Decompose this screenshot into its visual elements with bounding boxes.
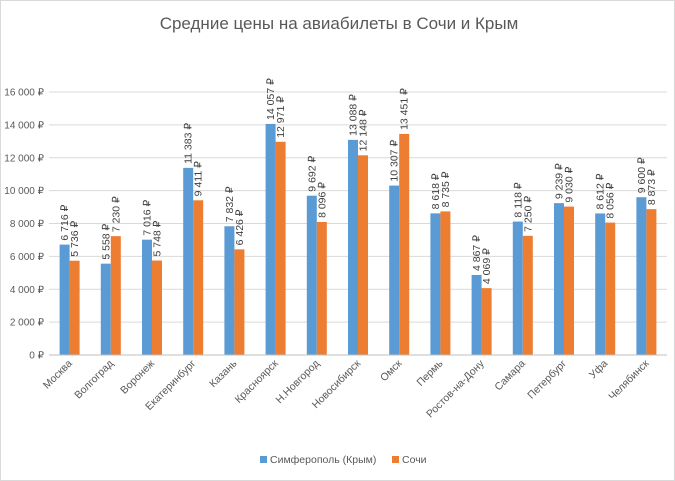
data-label: 8 096 ₽ — [316, 182, 328, 218]
bar — [110, 236, 121, 355]
data-label: 4 069 ₽ — [481, 248, 493, 284]
bar — [348, 139, 358, 355]
y-tick-label: 12 000 ₽ — [4, 153, 44, 164]
bar — [183, 167, 194, 355]
y-axis: 0 ₽ 2 000 ₽ 4 000 ₽ 6 000 ₽ 8 000 ₽ 10 000 ₽ 1… — [4, 88, 44, 362]
bar — [481, 288, 492, 355]
x-tick-label: Волгоград — [72, 358, 116, 402]
data-label: 12 971 ₽ — [275, 96, 287, 138]
bar — [69, 260, 80, 355]
bar — [512, 221, 523, 355]
legend-label: Симферополь (Крым) — [270, 454, 376, 466]
bar — [646, 209, 657, 355]
bars — [59, 123, 657, 355]
bar — [193, 200, 204, 355]
data-label: 14 057 ₽ — [265, 78, 277, 120]
data-labels: 6 716 ₽5 736 ₽ 5 558 ₽7 230 ₽ 7 016 ₽5 748… — [59, 78, 658, 284]
bar — [440, 211, 451, 355]
bar — [430, 213, 441, 355]
data-label: 10 307 ₽ — [389, 140, 401, 182]
data-label: 8 056 ₽ — [605, 182, 617, 218]
bar — [389, 185, 400, 355]
bar — [636, 197, 647, 355]
data-label: 7 250 ₽ — [522, 196, 534, 232]
y-tick-label: 8 000 ₽ — [10, 219, 45, 230]
bar — [59, 244, 70, 355]
bar — [358, 155, 368, 355]
y-tick-label: 16 000 ₽ — [4, 88, 44, 99]
legend: Симферополь (Крым) Сочи — [260, 454, 427, 466]
bar — [605, 222, 616, 355]
y-tick-label: 14 000 ₽ — [4, 120, 44, 131]
bar — [564, 206, 574, 355]
legend-swatch — [392, 456, 399, 463]
bar — [306, 195, 317, 355]
bar — [142, 239, 152, 355]
data-label: 5 736 ₽ — [69, 221, 81, 257]
data-label: 11 383 ₽ — [183, 123, 195, 164]
x-tick-label: Казань — [207, 357, 240, 390]
x-tick-label: Петербург — [525, 358, 569, 402]
y-tick-label: 4 000 ₽ — [10, 285, 45, 296]
bar — [471, 274, 482, 355]
data-label: 4 867 ₽ — [471, 235, 483, 271]
bar — [275, 141, 286, 355]
data-label: 9 411 ₽ — [193, 161, 205, 196]
x-tick-label: Пермь — [414, 357, 445, 388]
data-label: 6 426 ₽ — [234, 209, 246, 245]
bar — [554, 203, 564, 355]
y-tick-label: 0 ₽ — [29, 351, 44, 362]
data-label: 6 716 ₽ — [59, 204, 71, 240]
y-tick-label: 6 000 ₽ — [10, 252, 45, 263]
data-label: 5 558 ₽ — [100, 223, 112, 259]
bar — [399, 133, 410, 355]
bar — [595, 213, 606, 355]
data-label: 13 088 ₽ — [348, 94, 360, 136]
data-label: 9 239 ₽ — [554, 163, 566, 199]
bar — [100, 263, 111, 355]
data-label: 8 873 ₽ — [646, 169, 658, 205]
bar — [316, 221, 327, 355]
data-label: 7 016 ₽ — [142, 199, 154, 235]
data-label: 9 692 ₽ — [306, 155, 318, 191]
bar — [265, 123, 276, 355]
x-tick-label: Москва — [41, 358, 75, 392]
bar — [224, 226, 235, 355]
data-label: 5 748 ₽ — [152, 220, 164, 256]
y-tick-label: 2 000 ₽ — [10, 318, 45, 329]
legend-label: Сочи — [402, 454, 427, 466]
y-tick-label: 10 000 ₽ — [4, 186, 44, 197]
x-tick-label: Самара — [492, 358, 528, 394]
bar — [152, 260, 162, 355]
data-label: 8 618 ₽ — [430, 173, 442, 209]
x-tick-label: Омск — [378, 357, 405, 384]
data-label: 7 230 ₽ — [110, 196, 122, 232]
x-tick-label: Челябинск — [606, 357, 651, 402]
data-label: 9 030 ₽ — [564, 166, 576, 202]
x-tick-label: Уфа — [587, 358, 611, 382]
data-label: 13 451 ₽ — [399, 88, 411, 130]
bar — [234, 249, 245, 355]
x-tick-label: Воронеж — [118, 358, 157, 397]
data-label: 12 148 ₽ — [358, 109, 370, 151]
data-label: 8 118 ₽ — [512, 182, 524, 217]
data-label: 7 832 ₽ — [224, 186, 236, 222]
bar — [522, 235, 533, 355]
chart-title: Средние цены на авиабилеты в Сочи и Крым — [160, 14, 519, 33]
data-label: 8 612 ₽ — [595, 173, 607, 209]
legend-swatch — [260, 456, 267, 463]
data-label: 9 600 ₽ — [636, 157, 648, 193]
data-label: 8 735 ₽ — [440, 171, 452, 207]
